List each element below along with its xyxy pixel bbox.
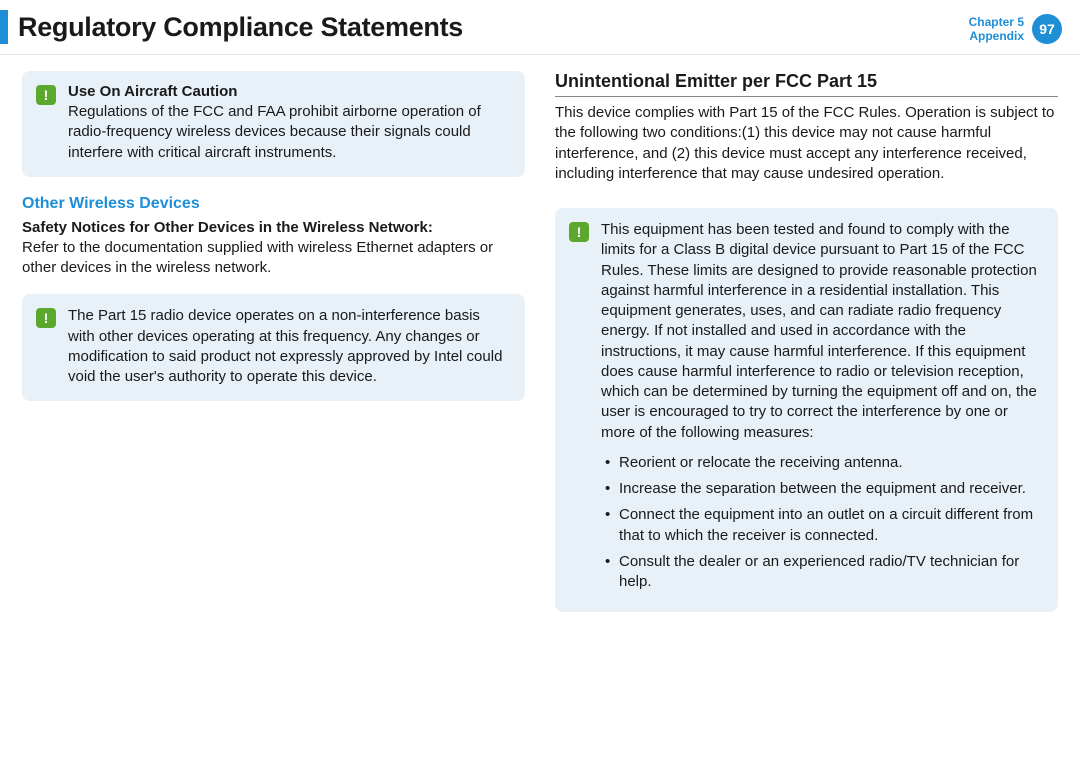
remedy-list: Reorient or relocate the receiving anten… [601, 453, 1042, 593]
safety-notices-subheading: Safety Notices for Other Devices in the … [22, 219, 525, 236]
other-wireless-heading: Other Wireless Devices [22, 195, 525, 213]
right-column: Unintentional Emitter per FCC Part 15 Th… [555, 71, 1058, 630]
page-header: Regulatory Compliance Statements Chapter… [0, 0, 1080, 55]
fcc-part15-heading: Unintentional Emitter per FCC Part 15 [555, 71, 1058, 97]
accent-bar [0, 10, 8, 44]
appendix-line: Appendix [969, 29, 1024, 43]
warning-icon [569, 222, 589, 242]
callout-title: Use On Aircraft Caution [68, 83, 509, 100]
warning-icon [36, 85, 56, 105]
page-number-badge: 97 [1032, 14, 1062, 44]
callout-body: This equipment has been tested and found… [601, 220, 1042, 443]
other-wireless-body: Refer to the documentation supplied with… [22, 238, 525, 279]
list-item: Reorient or relocate the receiving anten… [601, 453, 1042, 473]
list-item: Consult the dealer or an experienced rad… [601, 552, 1042, 593]
left-column: Use On Aircraft Caution Regulations of t… [22, 71, 525, 630]
fcc-para: This device complies with Part 15 of the… [555, 103, 1058, 184]
chapter-info: Chapter 5 Appendix [969, 15, 1024, 44]
chapter-line: Chapter 5 [969, 15, 1024, 29]
list-item: Connect the equipment into an outlet on … [601, 505, 1042, 546]
callout-body: The Part 15 radio device operates on a n… [68, 306, 509, 387]
page-title: Regulatory Compliance Statements [18, 12, 463, 43]
header-left: Regulatory Compliance Statements [0, 10, 463, 44]
warning-icon [36, 308, 56, 328]
header-right: Chapter 5 Appendix 97 [969, 10, 1062, 44]
aircraft-caution-callout: Use On Aircraft Caution Regulations of t… [22, 71, 525, 177]
classb-callout: This equipment has been tested and found… [555, 208, 1058, 612]
content-columns: Use On Aircraft Caution Regulations of t… [0, 55, 1080, 630]
callout-body: Regulations of the FCC and FAA prohibit … [68, 102, 509, 163]
part15-callout: The Part 15 radio device operates on a n… [22, 294, 525, 401]
list-item: Increase the separation between the equi… [601, 479, 1042, 499]
